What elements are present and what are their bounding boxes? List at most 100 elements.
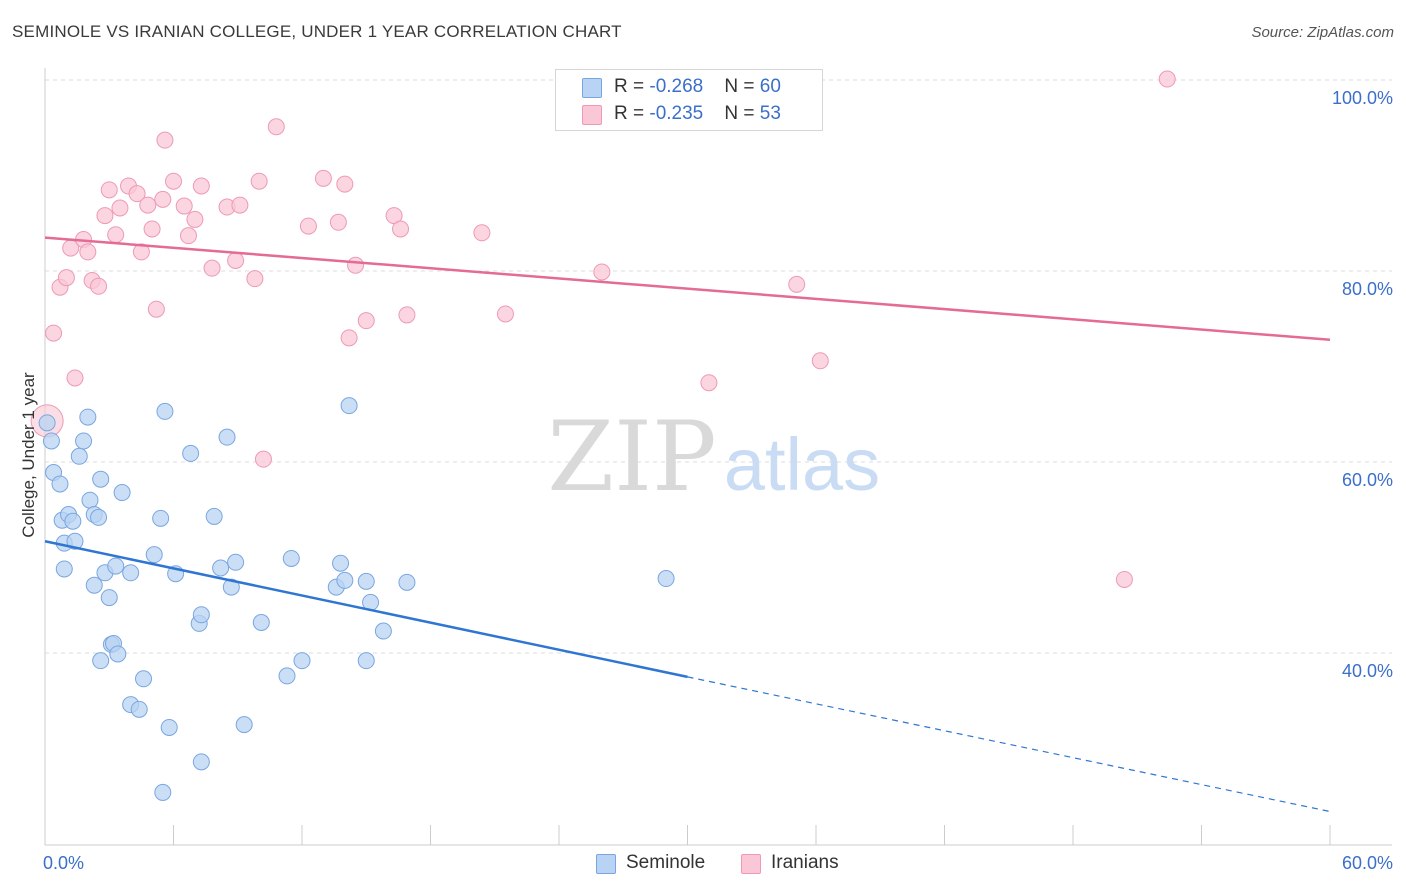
axes	[44, 68, 1392, 846]
x-tick-label-min: 0.0%	[43, 853, 84, 873]
iranians-point	[593, 263, 611, 281]
iranians-point	[96, 207, 114, 225]
iranians-swatch	[741, 854, 761, 874]
seminole-trend-extension	[687, 676, 1331, 813]
watermark: ZIP atlas	[547, 401, 880, 513]
iranians-point	[231, 196, 249, 214]
seminole-point	[332, 554, 350, 572]
watermark-atlas: atlas	[724, 423, 880, 506]
seminole-point	[357, 572, 375, 590]
iranians-point	[340, 329, 358, 347]
seminole-point	[357, 652, 375, 670]
iranians-point	[57, 269, 75, 287]
y-tick-label: 100.0%	[1332, 88, 1393, 108]
iranians-point	[175, 197, 193, 215]
seminole-point	[398, 573, 416, 591]
iranians-point	[788, 275, 806, 293]
legend-r-value: -0.235	[649, 103, 704, 124]
iranians-point	[227, 251, 245, 269]
seminole-point	[51, 475, 69, 493]
iranians-point	[392, 220, 410, 238]
iranians-point	[165, 172, 182, 190]
seminole-point	[75, 432, 93, 450]
seminole-point	[182, 444, 200, 462]
seminole-point	[218, 428, 236, 446]
iranians-point	[79, 243, 97, 261]
iranians-point	[186, 210, 204, 228]
seminole-point	[282, 549, 300, 567]
iranians-point	[100, 181, 118, 199]
seminole-point	[192, 753, 210, 771]
iranians-point	[132, 243, 150, 261]
seminole-point	[205, 507, 223, 525]
iranians-point	[347, 256, 365, 274]
seminole-point	[109, 645, 127, 663]
seminole-point	[90, 508, 108, 526]
seminole-point	[235, 716, 253, 734]
iranians-point	[45, 324, 63, 342]
iranians-point	[299, 217, 317, 235]
iranians-point	[107, 226, 125, 244]
seminole-swatch	[596, 854, 616, 874]
y-tick-label: 60.0%	[1342, 470, 1393, 490]
iranians-point	[357, 312, 375, 330]
seminole-point	[145, 546, 163, 564]
iranians-point	[336, 175, 354, 193]
legend-r-label: R =	[614, 103, 650, 124]
seminole-point	[38, 414, 56, 432]
seminole-points	[38, 397, 675, 801]
seminole-point	[252, 613, 270, 631]
iranians-point	[314, 169, 332, 187]
seminole-point	[152, 509, 170, 527]
iranians-point	[203, 259, 221, 277]
seminole-point	[64, 512, 82, 530]
seminole-point	[66, 532, 84, 550]
watermark-zip: ZIP	[547, 401, 716, 513]
legend-label-seminole: Seminole	[626, 852, 706, 873]
iranians-point	[179, 227, 197, 245]
seminole-point	[79, 408, 97, 426]
stats-legend: R = -0.268 N = 60 R = -0.235 N = 53	[555, 69, 823, 131]
legend-n-value: 60	[759, 76, 781, 97]
seminole-point	[113, 484, 131, 502]
iranians-point	[398, 306, 416, 324]
iranians-point	[700, 374, 718, 392]
y-axis-label: College, Under 1 year	[19, 372, 38, 538]
legend-r-label: R =	[614, 76, 650, 97]
legend-n-label: N =	[724, 103, 760, 124]
iranians-trend-line	[44, 236, 1331, 342]
iranians-swatch	[582, 105, 602, 125]
seminole-trend-line	[44, 540, 688, 679]
seminole-point	[122, 564, 140, 582]
iranians-point	[154, 190, 172, 208]
iranians-point	[192, 177, 210, 195]
seminole-point	[55, 560, 73, 578]
seminole-point	[156, 402, 174, 420]
seminole-point	[192, 606, 210, 624]
seminole-point	[92, 652, 110, 670]
iranians-point	[147, 300, 165, 318]
seminole-point	[100, 589, 118, 607]
legend-n-value: 53	[759, 103, 781, 124]
iranians-point	[250, 172, 268, 190]
seminole-point	[92, 470, 110, 488]
iranians-point	[329, 213, 347, 231]
seminole-point	[42, 432, 60, 450]
seminole-point	[374, 622, 392, 640]
seminole-point	[85, 576, 103, 594]
iranians-point	[811, 352, 829, 370]
seminole-point	[278, 667, 296, 685]
iranians-point	[254, 450, 272, 468]
seminole-point	[227, 553, 245, 571]
iranians-point	[496, 305, 514, 323]
seminole-point	[657, 570, 675, 588]
iranians-point	[111, 199, 129, 217]
iranians-point	[156, 131, 174, 149]
seminole-point	[107, 557, 125, 575]
legend-r-value: -0.268	[649, 76, 704, 97]
legend-n-label: N =	[724, 76, 760, 97]
x-tick-label-max: 60.0%	[1342, 853, 1393, 873]
seminole-point	[154, 783, 172, 801]
axis-labels: 40.0% 60.0% 80.0% 100.0% 0.0% 60.0%	[43, 88, 1393, 873]
